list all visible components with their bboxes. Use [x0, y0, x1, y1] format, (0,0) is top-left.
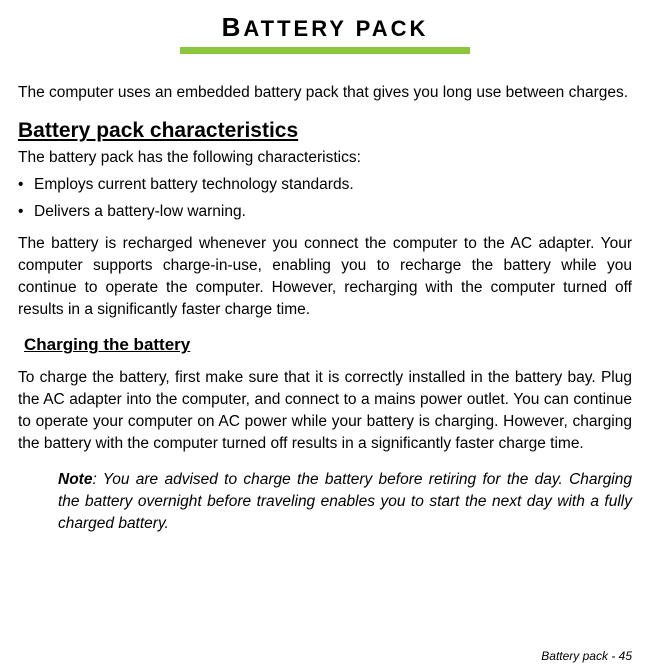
note-paragraph: Note: You are advised to charge the batt…: [58, 469, 632, 535]
title-rest: ATTERY PACK: [243, 16, 428, 41]
characteristics-lead: The battery pack has the following chara…: [18, 149, 632, 167]
section-heading-characteristics: Battery pack characteristics: [18, 119, 632, 143]
note-label: Note: [58, 471, 92, 488]
list-item: Delivers a battery-low warning.: [18, 202, 632, 223]
note-body: : You are advised to charge the battery …: [58, 471, 632, 532]
characteristics-paragraph: The battery is recharged whenever you co…: [18, 233, 632, 321]
charging-paragraph: To charge the battery, first make sure t…: [18, 367, 632, 455]
list-item: Employs current battery technology stand…: [18, 175, 632, 196]
page-footer: Battery pack - 45: [541, 649, 632, 663]
page-title: BATTERY PACK: [222, 12, 429, 47]
characteristics-list: Employs current battery technology stand…: [18, 175, 632, 223]
intro-paragraph: The computer uses an embedded battery pa…: [18, 82, 632, 103]
title-underline: [180, 47, 470, 54]
section-heading-charging: Charging the battery: [24, 335, 632, 355]
title-initial: B: [222, 12, 244, 42]
page-title-block: BATTERY PACK: [18, 12, 632, 54]
